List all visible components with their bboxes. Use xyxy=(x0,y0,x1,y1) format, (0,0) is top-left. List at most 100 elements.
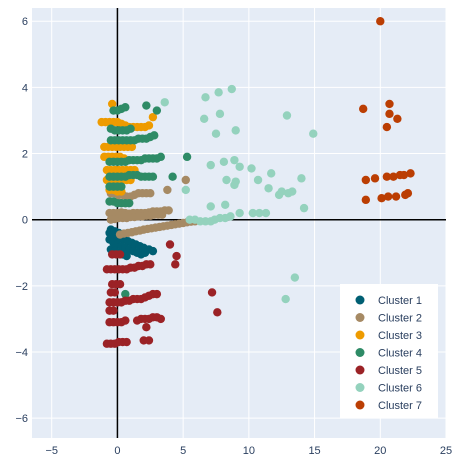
data-point xyxy=(107,99,117,109)
data-point xyxy=(359,104,368,114)
data-point xyxy=(214,88,223,97)
data-point xyxy=(399,170,409,180)
y-tick-label: −2 xyxy=(15,281,28,293)
data-point xyxy=(148,246,158,256)
y-tick-label: −6 xyxy=(15,413,28,425)
data-point xyxy=(391,192,401,201)
data-point xyxy=(115,250,125,259)
data-point xyxy=(406,169,415,178)
data-point xyxy=(146,189,155,198)
data-point xyxy=(156,152,165,162)
data-point xyxy=(215,109,225,119)
data-point xyxy=(144,121,154,130)
data-point xyxy=(403,189,413,198)
data-point xyxy=(152,106,162,115)
data-point xyxy=(235,208,244,218)
x-tick-label: 5 xyxy=(180,445,186,457)
x-tick-label: 0 xyxy=(114,445,120,457)
legend-marker xyxy=(355,313,365,322)
data-point xyxy=(206,202,215,211)
y-tick-label: −4 xyxy=(15,347,28,359)
legend-item-cluster-7[interactable]: Cluster 7 xyxy=(355,400,423,412)
data-point xyxy=(157,210,167,219)
data-point xyxy=(201,93,210,102)
legend-marker xyxy=(355,383,365,392)
data-point xyxy=(211,129,221,138)
data-point xyxy=(160,98,169,107)
legend-label: Cluster 5 xyxy=(378,365,422,377)
data-point xyxy=(110,288,120,297)
legend-label: Cluster 6 xyxy=(378,383,422,395)
data-point xyxy=(206,160,215,170)
legend-item-cluster-6[interactable]: Cluster 6 xyxy=(355,383,423,395)
data-point xyxy=(277,187,286,196)
legend-marker xyxy=(355,330,365,340)
legend-item-cluster-4[interactable]: Cluster 4 xyxy=(355,348,423,360)
legend-item-cluster-1[interactable]: Cluster 1 xyxy=(355,295,423,307)
data-point xyxy=(247,164,256,173)
data-point xyxy=(288,187,297,196)
data-point xyxy=(140,248,150,257)
data-point xyxy=(125,198,134,208)
data-point xyxy=(181,175,190,185)
x-tick-label: 25 xyxy=(440,445,452,457)
legend-marker xyxy=(355,365,365,375)
data-point xyxy=(226,212,235,221)
data-point xyxy=(117,182,126,191)
x-tick-label: 10 xyxy=(243,445,255,457)
data-point xyxy=(282,111,292,120)
legend-item-cluster-3[interactable]: Cluster 3 xyxy=(355,330,423,342)
legend-marker xyxy=(355,400,365,410)
data-point xyxy=(115,279,125,289)
series-cluster-7 xyxy=(359,17,415,205)
legend-marker xyxy=(355,348,365,357)
data-point xyxy=(231,126,240,135)
data-point xyxy=(142,322,151,332)
data-point xyxy=(370,174,380,183)
legend-label: Cluster 1 xyxy=(378,295,422,307)
data-point xyxy=(144,336,154,345)
data-point xyxy=(181,185,190,195)
data-point xyxy=(264,184,273,193)
legend-label: Cluster 2 xyxy=(378,313,422,325)
data-point xyxy=(121,289,130,299)
data-point xyxy=(182,152,192,162)
data-point xyxy=(361,195,371,205)
y-axis-ticks: −6 −4 −2 0 2 4 6 xyxy=(15,16,28,425)
data-point xyxy=(122,251,131,261)
x-tick-label: 20 xyxy=(374,445,386,457)
y-tick-label: 6 xyxy=(22,16,28,28)
data-point xyxy=(219,157,229,167)
data-point xyxy=(121,316,130,325)
data-point xyxy=(290,273,300,282)
x-axis-ticks: −5 0 5 10 15 20 25 xyxy=(45,445,452,457)
data-point xyxy=(299,203,309,213)
data-point xyxy=(213,308,222,317)
series-cluster-4 xyxy=(105,101,192,299)
legend-item-cluster-5[interactable]: Cluster 5 xyxy=(355,365,423,377)
data-point xyxy=(230,180,239,190)
data-point xyxy=(199,114,209,124)
data-point xyxy=(261,208,271,218)
data-point xyxy=(227,84,236,94)
legend[interactable]: Cluster 1 Cluster 2 Cluster 3 Cluster 4 Clus… xyxy=(340,284,438,418)
data-point xyxy=(207,288,217,297)
data-point xyxy=(383,192,393,201)
data-point xyxy=(361,175,371,185)
data-point xyxy=(221,200,230,210)
data-point xyxy=(393,114,402,124)
data-point xyxy=(142,101,151,110)
y-tick-label: 0 xyxy=(22,215,28,227)
data-point xyxy=(164,206,173,215)
data-point xyxy=(235,162,244,171)
data-point xyxy=(230,155,239,165)
legend-item-cluster-2[interactable]: Cluster 2 xyxy=(355,313,423,325)
y-tick-label: 4 xyxy=(22,82,28,94)
data-point xyxy=(376,17,385,26)
data-point xyxy=(385,109,394,119)
data-point xyxy=(152,289,162,299)
data-point xyxy=(267,169,276,178)
data-point xyxy=(255,208,264,218)
data-point xyxy=(168,172,177,181)
data-point xyxy=(127,142,137,152)
